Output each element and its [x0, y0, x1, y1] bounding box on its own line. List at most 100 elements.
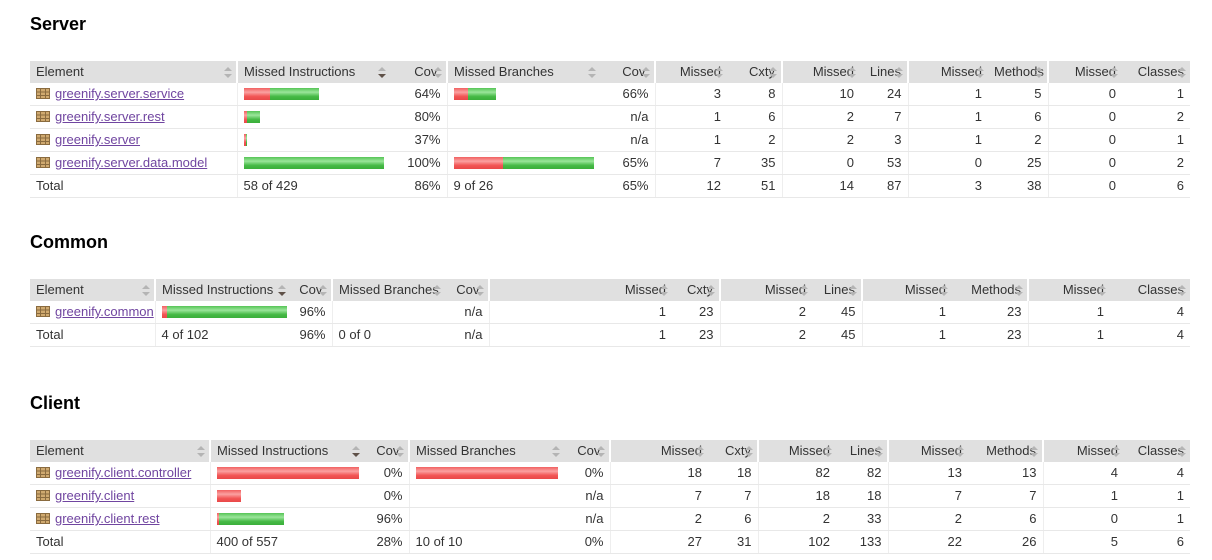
column-header-missed-7[interactable]: Missed: [781, 61, 860, 83]
lines-cell: 53: [860, 151, 908, 175]
column-header-missed-branches-3[interactable]: Missed Branches: [331, 279, 445, 301]
classes-cell: 1: [1124, 484, 1190, 508]
section-client: Client Element Missed Instructions Cov. Mis…: [30, 393, 1192, 554]
missed-branches-bar-cell: [446, 105, 600, 129]
column-header-cov-2[interactable]: Cov.: [290, 279, 332, 301]
column-header-cov-4[interactable]: Cov.: [564, 440, 610, 462]
column-header-cxty-6[interactable]: Cxty: [727, 61, 782, 83]
package-link[interactable]: greenify.client: [55, 488, 135, 503]
sort-arrows-icon: [1110, 67, 1118, 78]
column-header-missed-7[interactable]: Missed: [719, 279, 812, 301]
covered-bar-segment: [467, 88, 496, 100]
element-cell: greenify.client.controller: [30, 462, 210, 485]
classes-cell: 2: [1122, 151, 1190, 175]
column-header-methods-10[interactable]: Methods: [988, 61, 1048, 83]
total-instruction-coverage: 28%: [364, 530, 409, 554]
column-header-classes-12[interactable]: Classes: [1110, 279, 1190, 301]
column-header-element-0[interactable]: Element: [30, 279, 155, 301]
column-header-cov-4[interactable]: Cov.: [445, 279, 489, 301]
package-link[interactable]: greenify.server.data.model: [55, 155, 208, 170]
package-link[interactable]: greenify.server.service: [55, 86, 185, 101]
table-row: greenify.server.rest 80% n/a 1 6 2 7 1 6 0 2: [30, 105, 1190, 129]
column-header-missed-11[interactable]: Missed: [1027, 279, 1110, 301]
package-link[interactable]: greenify.server: [55, 132, 141, 147]
missed-classes-cell: 1: [1027, 301, 1110, 324]
sort-arrows-icon: [848, 67, 856, 78]
column-header-element-0[interactable]: Element: [30, 440, 210, 462]
column-header-missed-instructions-1[interactable]: Missed Instructions: [154, 279, 290, 301]
total-branch-coverage: 65%: [600, 174, 655, 198]
cxty-cell: 2: [727, 128, 782, 152]
column-header-missed-5[interactable]: Missed: [654, 61, 727, 83]
missed-branches-bar-cell: [408, 507, 564, 531]
header-row: Element Missed Instructions Cov. Missed Bra…: [30, 61, 1190, 83]
column-header-missed-branches-3[interactable]: Missed Branches: [446, 61, 600, 83]
total-missed-instructions: 4 of 102: [154, 323, 290, 347]
section-title: Client: [30, 393, 81, 413]
package-icon: [36, 131, 50, 145]
classes-cell: 4: [1124, 462, 1190, 485]
section-common: Common Element Missed Instructions Cov. Mis…: [30, 232, 1192, 347]
methods-cell: 13: [968, 462, 1043, 485]
column-header-missed-7[interactable]: Missed: [757, 440, 836, 462]
instruction-coverage-cell: 0%: [364, 462, 409, 485]
sort-arrows-icon: [588, 67, 596, 78]
column-header-cxty-6[interactable]: Cxty: [672, 279, 720, 301]
column-header-classes-12[interactable]: Classes: [1122, 61, 1190, 83]
column-header-missed-9[interactable]: Missed: [907, 61, 988, 83]
column-header-methods-10[interactable]: Methods: [968, 440, 1043, 462]
cxty-cell: 23: [672, 301, 720, 324]
sort-arrows-icon: [597, 446, 605, 457]
column-header-missed-11[interactable]: Missed: [1047, 61, 1122, 83]
header-row: Element Missed Instructions Cov. Missed Bra…: [30, 440, 1190, 462]
column-header-cov-2[interactable]: Cov.: [390, 61, 447, 83]
column-header-missed-instructions-1[interactable]: Missed Instructions: [209, 440, 364, 462]
column-header-cov-2[interactable]: Cov.: [364, 440, 409, 462]
column-header-label: Missed: [940, 64, 982, 79]
column-header-lines-8[interactable]: Lines: [836, 440, 888, 462]
column-header-missed-11[interactable]: Missed: [1042, 440, 1124, 462]
missed-lines-cell: 2: [719, 301, 812, 324]
total-lines-cell: 87: [860, 174, 908, 198]
column-header-cov-4[interactable]: Cov.: [600, 61, 655, 83]
instruction-coverage-cell: 100%: [390, 151, 447, 175]
column-header-label: Cov.: [414, 64, 440, 79]
total-missed-instructions: 400 of 557: [209, 530, 364, 554]
column-header-label: Lines: [849, 443, 881, 458]
package-link[interactable]: greenify.common: [55, 304, 154, 319]
column-header-methods-10[interactable]: Methods: [952, 279, 1028, 301]
methods-cell: 6: [968, 507, 1043, 531]
column-header-missed-branches-3[interactable]: Missed Branches: [408, 440, 564, 462]
package-link[interactable]: greenify.server.rest: [55, 109, 165, 124]
column-header-element-0[interactable]: Element: [30, 61, 237, 83]
sort-arrows-icon: [142, 285, 150, 296]
column-header-label: Element: [36, 443, 84, 458]
sort-arrows-icon: [1098, 285, 1106, 296]
column-header-classes-12[interactable]: Classes: [1124, 440, 1190, 462]
package-link[interactable]: greenify.client.controller: [55, 465, 192, 480]
missed-instructions-bar-cell: [236, 151, 390, 175]
column-header-label: Cxty: [725, 443, 751, 458]
total-instruction-coverage: 96%: [290, 323, 332, 347]
column-header-label: Missed: [920, 443, 962, 458]
total-missed-cxty-cell: 12: [654, 174, 727, 198]
sort-arrows-icon: [434, 67, 442, 78]
column-header-missed-instructions-1[interactable]: Missed Instructions: [236, 61, 390, 83]
column-header-missed-9[interactable]: Missed: [861, 279, 952, 301]
package-link[interactable]: greenify.client.rest: [55, 511, 160, 526]
methods-cell: 7: [968, 484, 1043, 508]
sort-arrows-icon: [745, 446, 753, 457]
column-header-lines-8[interactable]: Lines: [860, 61, 908, 83]
column-header-missed-5[interactable]: Missed: [609, 440, 708, 462]
table-row: greenify.client.rest 96% n/a 2 6 2 33 2 6 0 1: [30, 507, 1190, 531]
branch-coverage-cell: 65%: [600, 151, 655, 175]
total-missed-cxty-cell: 1: [488, 323, 672, 347]
column-header-cxty-6[interactable]: Cxty: [708, 440, 758, 462]
column-header-missed-5[interactable]: Missed: [488, 279, 672, 301]
total-missed-classes-cell: 0: [1047, 174, 1122, 198]
missed-bar-segment: [453, 157, 503, 169]
column-header-lines-8[interactable]: Lines: [812, 279, 862, 301]
column-header-missed-9[interactable]: Missed: [887, 440, 968, 462]
missed-bar-segment: [216, 467, 359, 479]
